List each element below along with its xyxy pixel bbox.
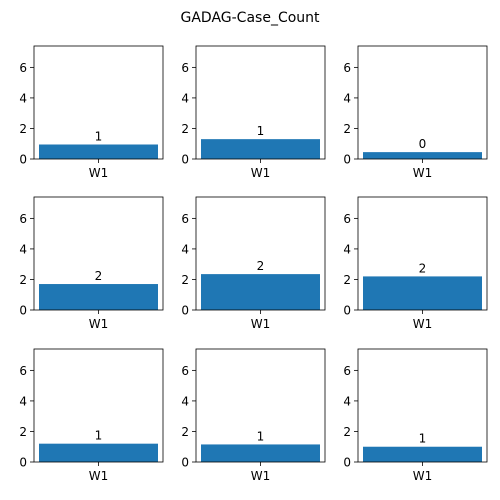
y-tick-label: 0 [343, 153, 351, 167]
x-tick-label: W1 [413, 166, 433, 180]
bar-data-label: 0 [419, 137, 427, 151]
bar-data-label: 1 [419, 432, 427, 446]
y-tick-label: 4 [181, 242, 189, 256]
y-tick-label: 6 [181, 61, 189, 75]
axes-frame [357, 45, 488, 160]
subplot-9: 0 2 4 6 1 W1 [343, 348, 488, 483]
y-tick-label: 2 [343, 122, 351, 136]
y-tick-label: 2 [181, 273, 189, 287]
axes-frame [195, 45, 326, 160]
bar [201, 139, 320, 159]
y-tick-label: 6 [19, 212, 27, 226]
bar-data-label: 1 [95, 129, 103, 143]
axes-frame [357, 196, 488, 311]
subplot-3: 0 2 4 6 0 W1 [343, 45, 488, 180]
y-tick-label: 0 [19, 304, 27, 318]
axes-frame [195, 348, 326, 463]
bar-data-label: 2 [257, 259, 265, 273]
axes-frame [357, 348, 488, 463]
y-tick-label: 6 [19, 61, 27, 75]
y-tick-label: 0 [19, 153, 27, 167]
subplot-grid: 0 2 4 6 1 W1 0 2 4 6 1 W1 0 2 4 6 0 W1 0 2 4 6 2 W1 0 2 4 6 2 W1 0 2 4 6 2… [19, 45, 488, 483]
y-tick-label: 4 [19, 242, 27, 256]
bar-data-label: 1 [257, 429, 265, 443]
bar-data-label: 2 [419, 261, 427, 275]
x-tick-label: W1 [89, 166, 109, 180]
x-tick-label: W1 [89, 469, 109, 483]
y-tick-label: 0 [181, 153, 189, 167]
subplot-8: 0 2 4 6 1 W1 [181, 348, 326, 483]
x-tick-label: W1 [89, 317, 109, 331]
bar [363, 276, 482, 310]
y-tick-label: 4 [343, 394, 351, 408]
subplot-1: 0 2 4 6 1 W1 [19, 45, 164, 180]
y-tick-label: 4 [19, 394, 27, 408]
bar [363, 152, 482, 159]
bar [201, 444, 320, 462]
axes-frame [33, 196, 164, 311]
subplot-5: 0 2 4 6 2 W1 [181, 196, 326, 331]
y-tick-label: 0 [19, 456, 27, 470]
bar [39, 284, 158, 310]
x-tick-label: W1 [251, 166, 271, 180]
y-tick-label: 6 [343, 212, 351, 226]
y-tick-label: 2 [181, 425, 189, 439]
y-tick-label: 4 [343, 91, 351, 105]
y-tick-label: 2 [19, 273, 27, 287]
x-tick-label: W1 [413, 317, 433, 331]
x-tick-label: W1 [251, 469, 271, 483]
axes-frame [195, 196, 326, 311]
y-tick-label: 6 [343, 364, 351, 378]
y-tick-label: 0 [181, 456, 189, 470]
bar-data-label: 1 [95, 429, 103, 443]
y-tick-label: 2 [343, 273, 351, 287]
y-tick-label: 0 [343, 456, 351, 470]
y-tick-label: 2 [343, 425, 351, 439]
x-tick-label: W1 [413, 469, 433, 483]
subplot-2: 0 2 4 6 1 W1 [181, 45, 326, 180]
y-tick-label: 6 [343, 61, 351, 75]
y-tick-label: 2 [19, 425, 27, 439]
bar [201, 274, 320, 310]
y-tick-label: 6 [181, 212, 189, 226]
y-tick-label: 2 [181, 122, 189, 136]
y-tick-label: 4 [181, 91, 189, 105]
y-tick-label: 6 [19, 364, 27, 378]
bar [363, 446, 482, 462]
y-tick-label: 4 [343, 242, 351, 256]
y-tick-label: 0 [343, 304, 351, 318]
bar [39, 443, 158, 462]
subplot-4: 0 2 4 6 2 W1 [19, 196, 164, 331]
x-tick-label: W1 [251, 317, 271, 331]
y-tick-label: 2 [19, 122, 27, 136]
y-tick-label: 0 [181, 304, 189, 318]
subplot-6: 0 2 4 6 2 W1 [343, 196, 488, 331]
axes-frame [33, 348, 164, 463]
bar [39, 144, 158, 159]
bar-data-label: 1 [257, 124, 265, 138]
bar-data-label: 2 [95, 269, 103, 283]
y-tick-label: 4 [19, 91, 27, 105]
axes-frame [33, 45, 164, 160]
y-tick-label: 6 [181, 364, 189, 378]
y-tick-label: 4 [181, 394, 189, 408]
figure-title: GADAG-Case_Count [180, 10, 320, 26]
subplot-7: 0 2 4 6 1 W1 [19, 348, 164, 483]
